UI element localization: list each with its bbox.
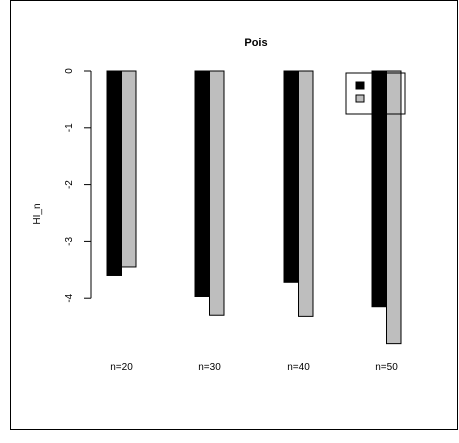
y-tick-label: -4 [64, 293, 75, 302]
bar-n=40-series-1 [283, 70, 299, 283]
legend: 11/2 [345, 72, 406, 115]
bar-n=30-series-2 [209, 70, 225, 316]
x-tick-label: n=20 [110, 362, 133, 373]
y-tick-label: -3 [64, 237, 75, 246]
y-tick-label: 0 [64, 68, 75, 74]
legend-swatch-1 [355, 81, 365, 90]
x-tick-label: n=50 [375, 362, 398, 373]
bar-n=30-series-1 [194, 70, 210, 297]
bar-n=20-series-2 [121, 70, 137, 268]
y-tick-label: -2 [64, 180, 75, 189]
bar-n=20-series-1 [106, 70, 122, 276]
x-tick-labels: n=20 n=30 n=40 n=50 [110, 362, 398, 373]
legend-swatch-2 [355, 94, 365, 103]
legend-box [345, 72, 406, 115]
y-axis-label: HI_n [32, 203, 43, 224]
y-axis: 0 -1 -2 -3 -4 [64, 68, 92, 303]
bar-n=40-series-2 [298, 70, 314, 317]
figure-frame [10, 0, 458, 430]
bar-n=50-series-1 [371, 70, 387, 308]
bars [106, 70, 402, 345]
chart-title: Pois [244, 37, 267, 49]
x-tick-label: n=40 [287, 362, 310, 373]
legend-label-1: 1 [371, 81, 377, 92]
legend-label-2: 1/2 [371, 94, 385, 105]
y-tick-label: -1 [64, 123, 75, 132]
bar-n=50-series-2 [386, 70, 402, 345]
x-tick-label: n=30 [198, 362, 221, 373]
